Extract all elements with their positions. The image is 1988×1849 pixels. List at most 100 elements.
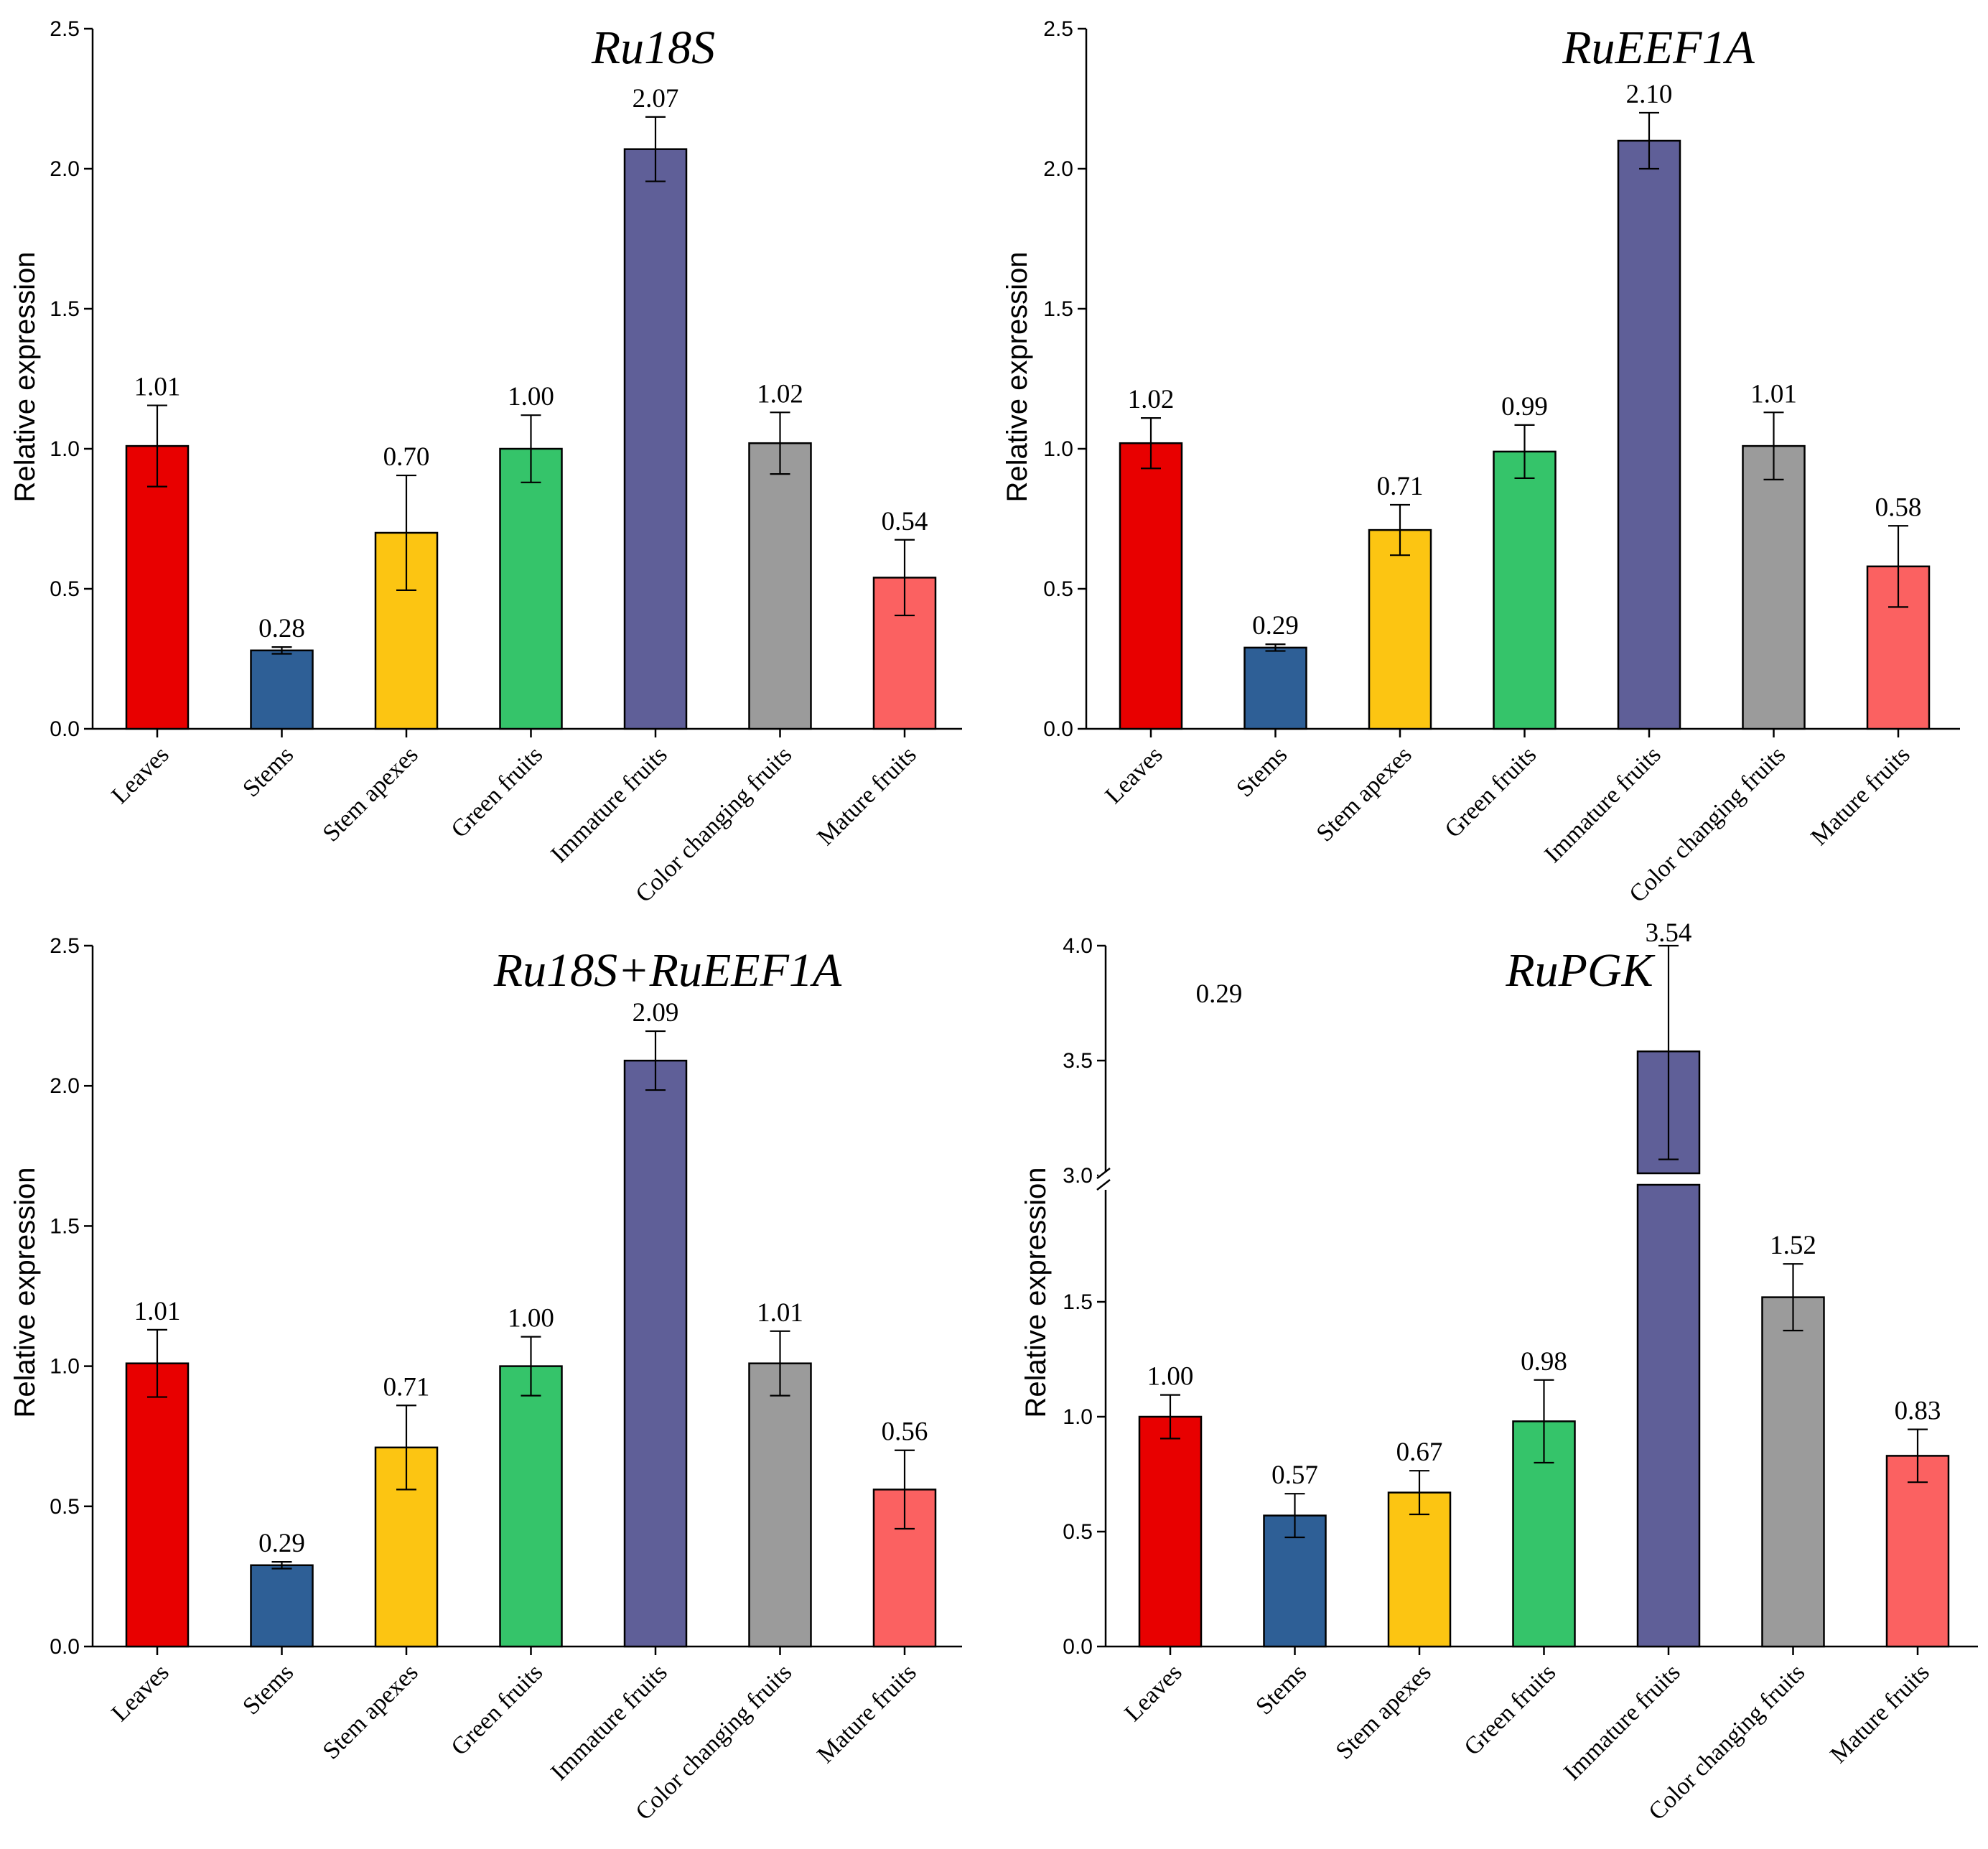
data-label: 0.58 <box>1875 493 1922 522</box>
y-tick-label: 0.0 <box>50 717 80 741</box>
data-label: 3.54 <box>1646 918 1692 948</box>
y-tick-label: 0.0 <box>50 1635 80 1659</box>
category-label: Stems <box>1251 1659 1312 1720</box>
data-label: 1.01 <box>134 1297 181 1326</box>
bar <box>1119 442 1183 730</box>
bar <box>748 442 812 730</box>
data-label: 1.01 <box>1750 379 1797 409</box>
y-tick-label: 1.5 <box>50 297 80 321</box>
y-tick-label: 1.5 <box>1063 1290 1093 1314</box>
data-label: 0.29 <box>258 1529 305 1558</box>
chart-title: Ru18S <box>591 22 715 74</box>
y-tick-label: 4.0 <box>1063 934 1093 958</box>
category-label: Green fruits <box>447 1659 549 1761</box>
bar <box>125 444 190 730</box>
category-label: Immature fruits <box>1539 741 1666 867</box>
chart-title: Ru18S+RuEEF1A <box>493 944 842 997</box>
y-tick-label: 2.5 <box>1043 17 1073 41</box>
data-label: 0.71 <box>383 1372 430 1402</box>
category-label: Stems <box>238 1659 299 1720</box>
data-label: 0.99 <box>1501 392 1548 422</box>
category-label: Immature fruits <box>1559 1659 1685 1785</box>
data-label: 0.83 <box>1895 1397 1941 1426</box>
y-tick-label: 3.5 <box>1063 1049 1093 1073</box>
bar <box>1138 1415 1203 1648</box>
bar <box>1368 528 1432 730</box>
category-label: Green fruits <box>447 741 549 843</box>
stray-label: 0.29 <box>1196 979 1243 1009</box>
bar <box>250 1564 314 1648</box>
y-tick-label: 1.0 <box>1043 437 1073 461</box>
data-label: 0.67 <box>1396 1438 1443 1467</box>
y-tick-label: 0.0 <box>1043 717 1073 741</box>
y-tick-label: 0.5 <box>1063 1520 1093 1544</box>
category-label: Mature fruits <box>812 1659 921 1768</box>
data-label: 1.00 <box>508 382 554 411</box>
data-label: 0.54 <box>882 507 928 536</box>
bar <box>1493 450 1557 730</box>
bar <box>1387 1491 1452 1648</box>
y-tick-label: 0.5 <box>50 1495 80 1519</box>
y-tick-label: 0.5 <box>1043 577 1073 601</box>
data-label: 0.71 <box>1377 472 1424 501</box>
category-label: Stem apexes <box>318 1659 424 1764</box>
category-label: Leaves <box>1119 1659 1187 1726</box>
category-label: Stem apexes <box>1331 1659 1437 1764</box>
y-axis-label: Relative expression <box>9 251 41 502</box>
bar <box>748 1362 812 1648</box>
y-tick-label: 1.0 <box>1063 1405 1093 1429</box>
bar <box>1636 1183 1701 1648</box>
axis-break-mark <box>1096 1168 1111 1179</box>
y-tick-label: 1.5 <box>50 1214 80 1238</box>
chart-title: RuPGK <box>1505 944 1655 997</box>
y-tick-label: 1.5 <box>1043 297 1073 321</box>
category-label: Green fruits <box>1460 1659 1562 1761</box>
category-label: Stem apexes <box>1312 741 1417 847</box>
chart-panel-4: 0.0 0.5 1.0 1.5 3.0 3.5 4.0 RuPGK Relative expre… <box>1020 918 1978 1825</box>
bar <box>1742 444 1806 730</box>
bar <box>250 649 314 730</box>
category-label: Stems <box>238 741 299 802</box>
bar <box>623 148 688 730</box>
category-label: Immature fruits <box>546 1659 672 1785</box>
y-tick-label: 1.0 <box>50 1355 80 1379</box>
bar <box>1617 139 1681 730</box>
y-tick-label: 0.5 <box>50 577 80 601</box>
y-axis-label: Relative expression <box>9 1167 41 1417</box>
data-label: 0.70 <box>383 442 430 472</box>
chart-panel-1: 0.0 0.5 1.0 1.5 2.0 2.5 Ru18S Relative expressi… <box>9 17 962 908</box>
category-label: Mature fruits <box>812 741 921 850</box>
data-label: 0.56 <box>882 1417 928 1447</box>
data-label: 0.57 <box>1271 1461 1318 1490</box>
bar <box>499 447 563 730</box>
category-label: Leaves <box>106 1659 174 1726</box>
bar <box>1761 1296 1825 1648</box>
chart-panel-2: 0.0 0.5 1.0 1.5 2.0 2.5 RuEEF1A Relative expres… <box>1002 17 1960 908</box>
y-tick-label: 3.0 <box>1063 1164 1093 1188</box>
data-label: 1.00 <box>1147 1362 1194 1392</box>
category-label: Stems <box>1231 741 1292 802</box>
data-label: 1.02 <box>757 379 803 409</box>
bar <box>623 1059 688 1648</box>
category-label: Stem apexes <box>318 741 424 847</box>
data-label: 1.00 <box>508 1304 554 1333</box>
category-label: Mature fruits <box>1806 741 1915 850</box>
data-label: 0.98 <box>1521 1347 1567 1377</box>
y-tick-label: 1.0 <box>50 437 80 461</box>
y-axis-label: Relative expression <box>1020 1167 1052 1417</box>
data-label: 0.29 <box>1252 611 1299 641</box>
y-tick-label: 2.0 <box>1043 157 1073 181</box>
y-tick-label: 2.5 <box>50 17 80 41</box>
chart-panel-3: 0.0 0.5 1.0 1.5 2.0 2.5 Ru18S+RuEEF1A Relative … <box>9 934 962 1825</box>
data-label: 1.52 <box>1770 1231 1816 1260</box>
data-label: 1.01 <box>757 1298 803 1328</box>
data-label: 0.28 <box>258 614 305 643</box>
y-tick-label: 2.0 <box>50 1074 80 1098</box>
data-label: 2.07 <box>633 84 679 113</box>
category-label: Leaves <box>106 741 174 809</box>
bar <box>125 1362 190 1648</box>
data-label: 1.01 <box>134 373 181 402</box>
category-label: Mature fruits <box>1825 1659 1934 1768</box>
y-tick-label: 2.5 <box>50 934 80 958</box>
